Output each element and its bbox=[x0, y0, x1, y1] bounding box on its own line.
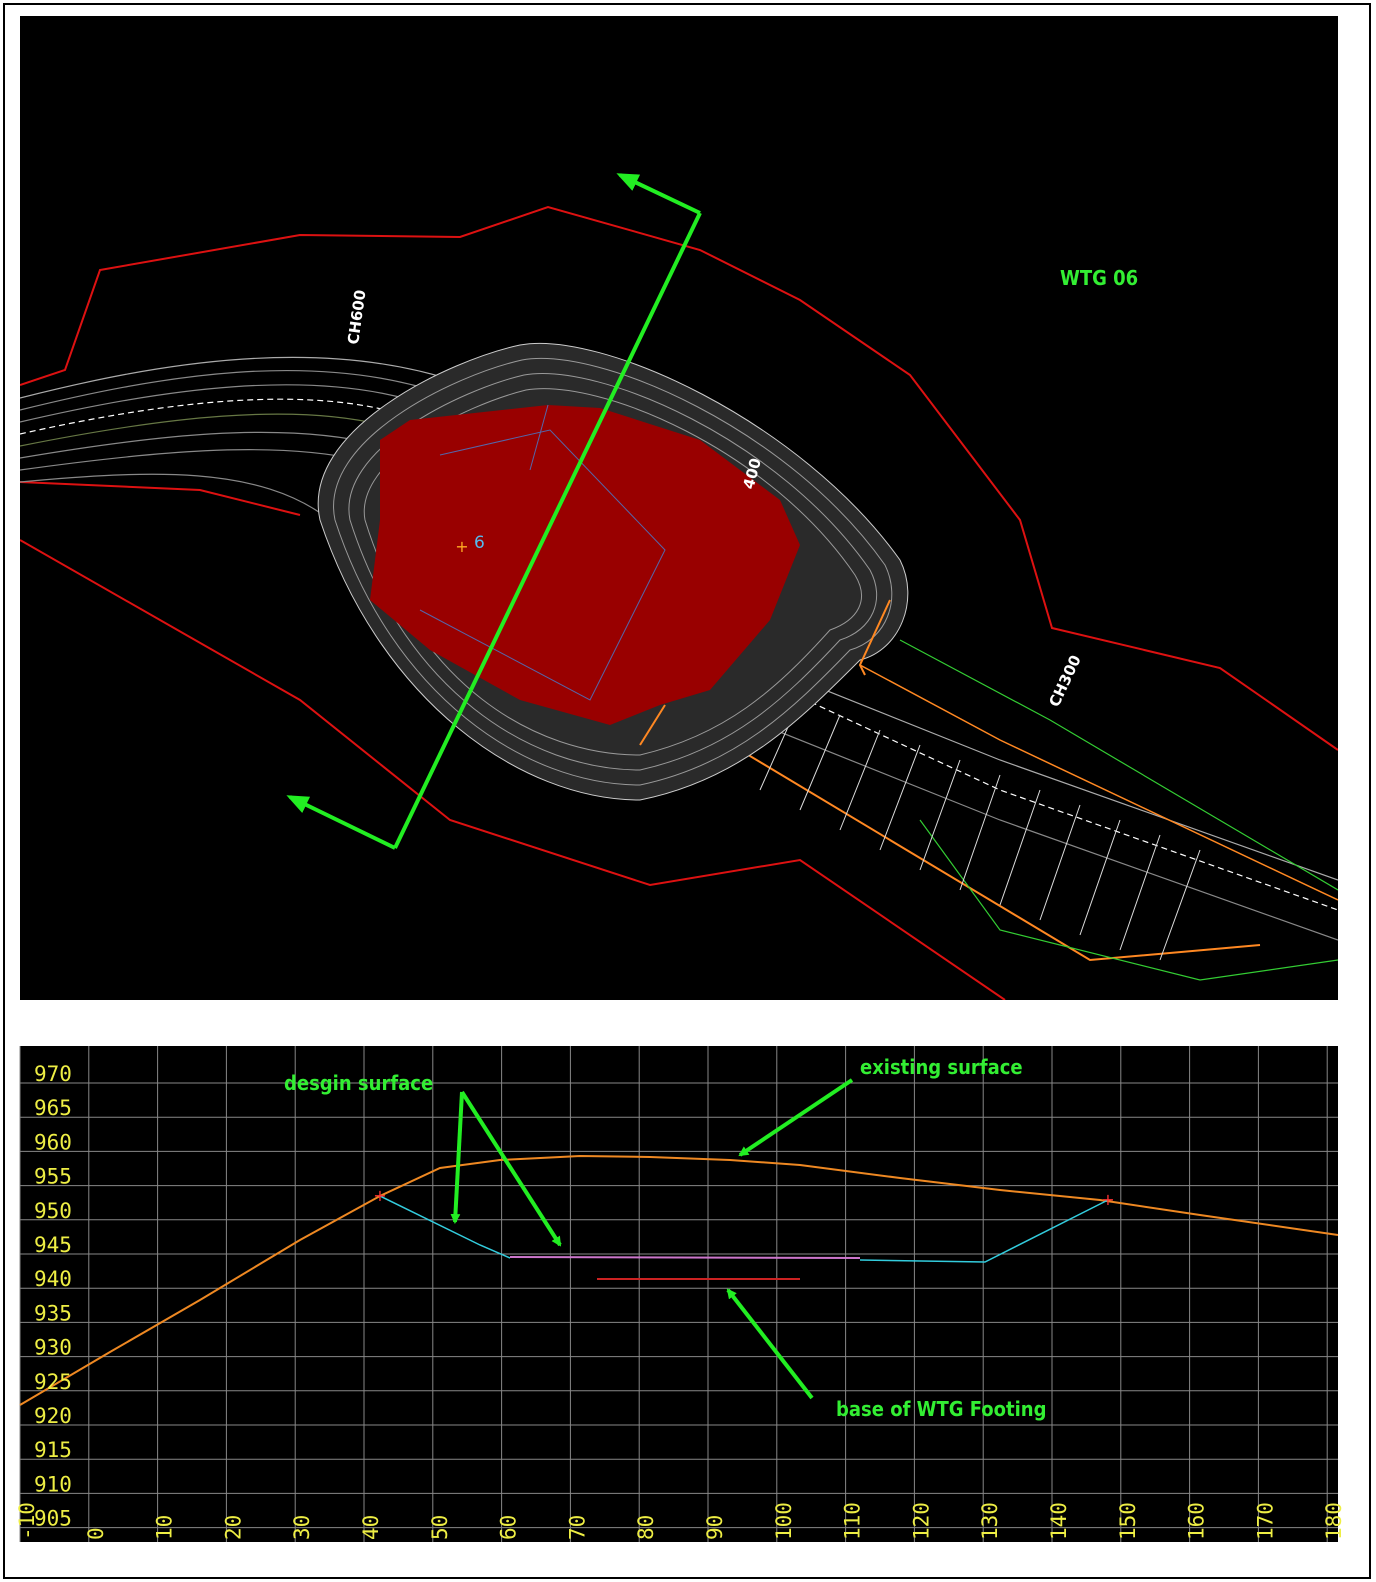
plan-view: + 6 WTG 06 CH600 400 CH300 bbox=[20, 16, 1338, 1000]
y-label: 950 bbox=[34, 1199, 72, 1223]
svg-text:+: + bbox=[455, 537, 468, 556]
turbine-label: WTG 06 bbox=[1060, 266, 1138, 290]
section-arrow bbox=[616, 173, 701, 215]
boundary bbox=[20, 205, 1338, 751]
annotation: desgin surface bbox=[284, 1071, 433, 1095]
y-label: 915 bbox=[34, 1438, 72, 1462]
y-label: 965 bbox=[34, 1096, 72, 1120]
boundary bbox=[20, 539, 1006, 1000]
design-surface bbox=[509, 1256, 861, 1259]
x-label: 30 bbox=[290, 1515, 314, 1540]
y-label: 925 bbox=[34, 1370, 72, 1394]
y-label: 920 bbox=[34, 1404, 72, 1428]
y-label: 955 bbox=[34, 1165, 72, 1189]
svg-text:+: + bbox=[373, 1186, 386, 1205]
x-label: 180 bbox=[1322, 1502, 1346, 1540]
section-arrow bbox=[286, 795, 396, 850]
x-label: 80 bbox=[634, 1515, 658, 1540]
y-label: 970 bbox=[34, 1062, 72, 1086]
x-label: 140 bbox=[1047, 1502, 1071, 1540]
x-label: 100 bbox=[772, 1502, 796, 1540]
y-label: 945 bbox=[34, 1233, 72, 1257]
point-label: 6 bbox=[474, 533, 485, 553]
x-label: 120 bbox=[909, 1502, 933, 1540]
y-label: 910 bbox=[34, 1472, 72, 1496]
y-label: 960 bbox=[34, 1130, 72, 1154]
x-label: 130 bbox=[978, 1502, 1002, 1540]
y-label: 905 bbox=[34, 1507, 72, 1531]
section-view: + + desgin surface existing surface base… bbox=[15, 1046, 1346, 1542]
x-label: 10 bbox=[153, 1515, 177, 1540]
x-label: 90 bbox=[703, 1515, 727, 1540]
x-label: 40 bbox=[359, 1515, 383, 1540]
existing-surface bbox=[19, 1154, 1339, 1406]
annotation: base of WTG Footing bbox=[836, 1397, 1046, 1421]
y-label: 940 bbox=[34, 1267, 72, 1291]
y-label: 930 bbox=[34, 1336, 72, 1360]
svg-text:+: + bbox=[1101, 1190, 1114, 1209]
x-label: 50 bbox=[428, 1515, 452, 1540]
section-line bbox=[393, 212, 702, 849]
pad bbox=[370, 405, 800, 725]
design-surface bbox=[379, 1195, 511, 1259]
x-label: -10 bbox=[15, 1502, 39, 1540]
x-label: 60 bbox=[497, 1515, 521, 1540]
design-surface bbox=[859, 1199, 1109, 1263]
x-label: 160 bbox=[1185, 1502, 1209, 1540]
x-label: 170 bbox=[1253, 1502, 1277, 1540]
annotation: existing surface bbox=[860, 1055, 1023, 1079]
x-label: 0 bbox=[84, 1527, 108, 1540]
y-label: 935 bbox=[34, 1301, 72, 1325]
x-label: 150 bbox=[1116, 1502, 1140, 1540]
x-label: 110 bbox=[841, 1502, 865, 1540]
x-label: 20 bbox=[221, 1515, 245, 1540]
x-label: 70 bbox=[565, 1515, 589, 1540]
